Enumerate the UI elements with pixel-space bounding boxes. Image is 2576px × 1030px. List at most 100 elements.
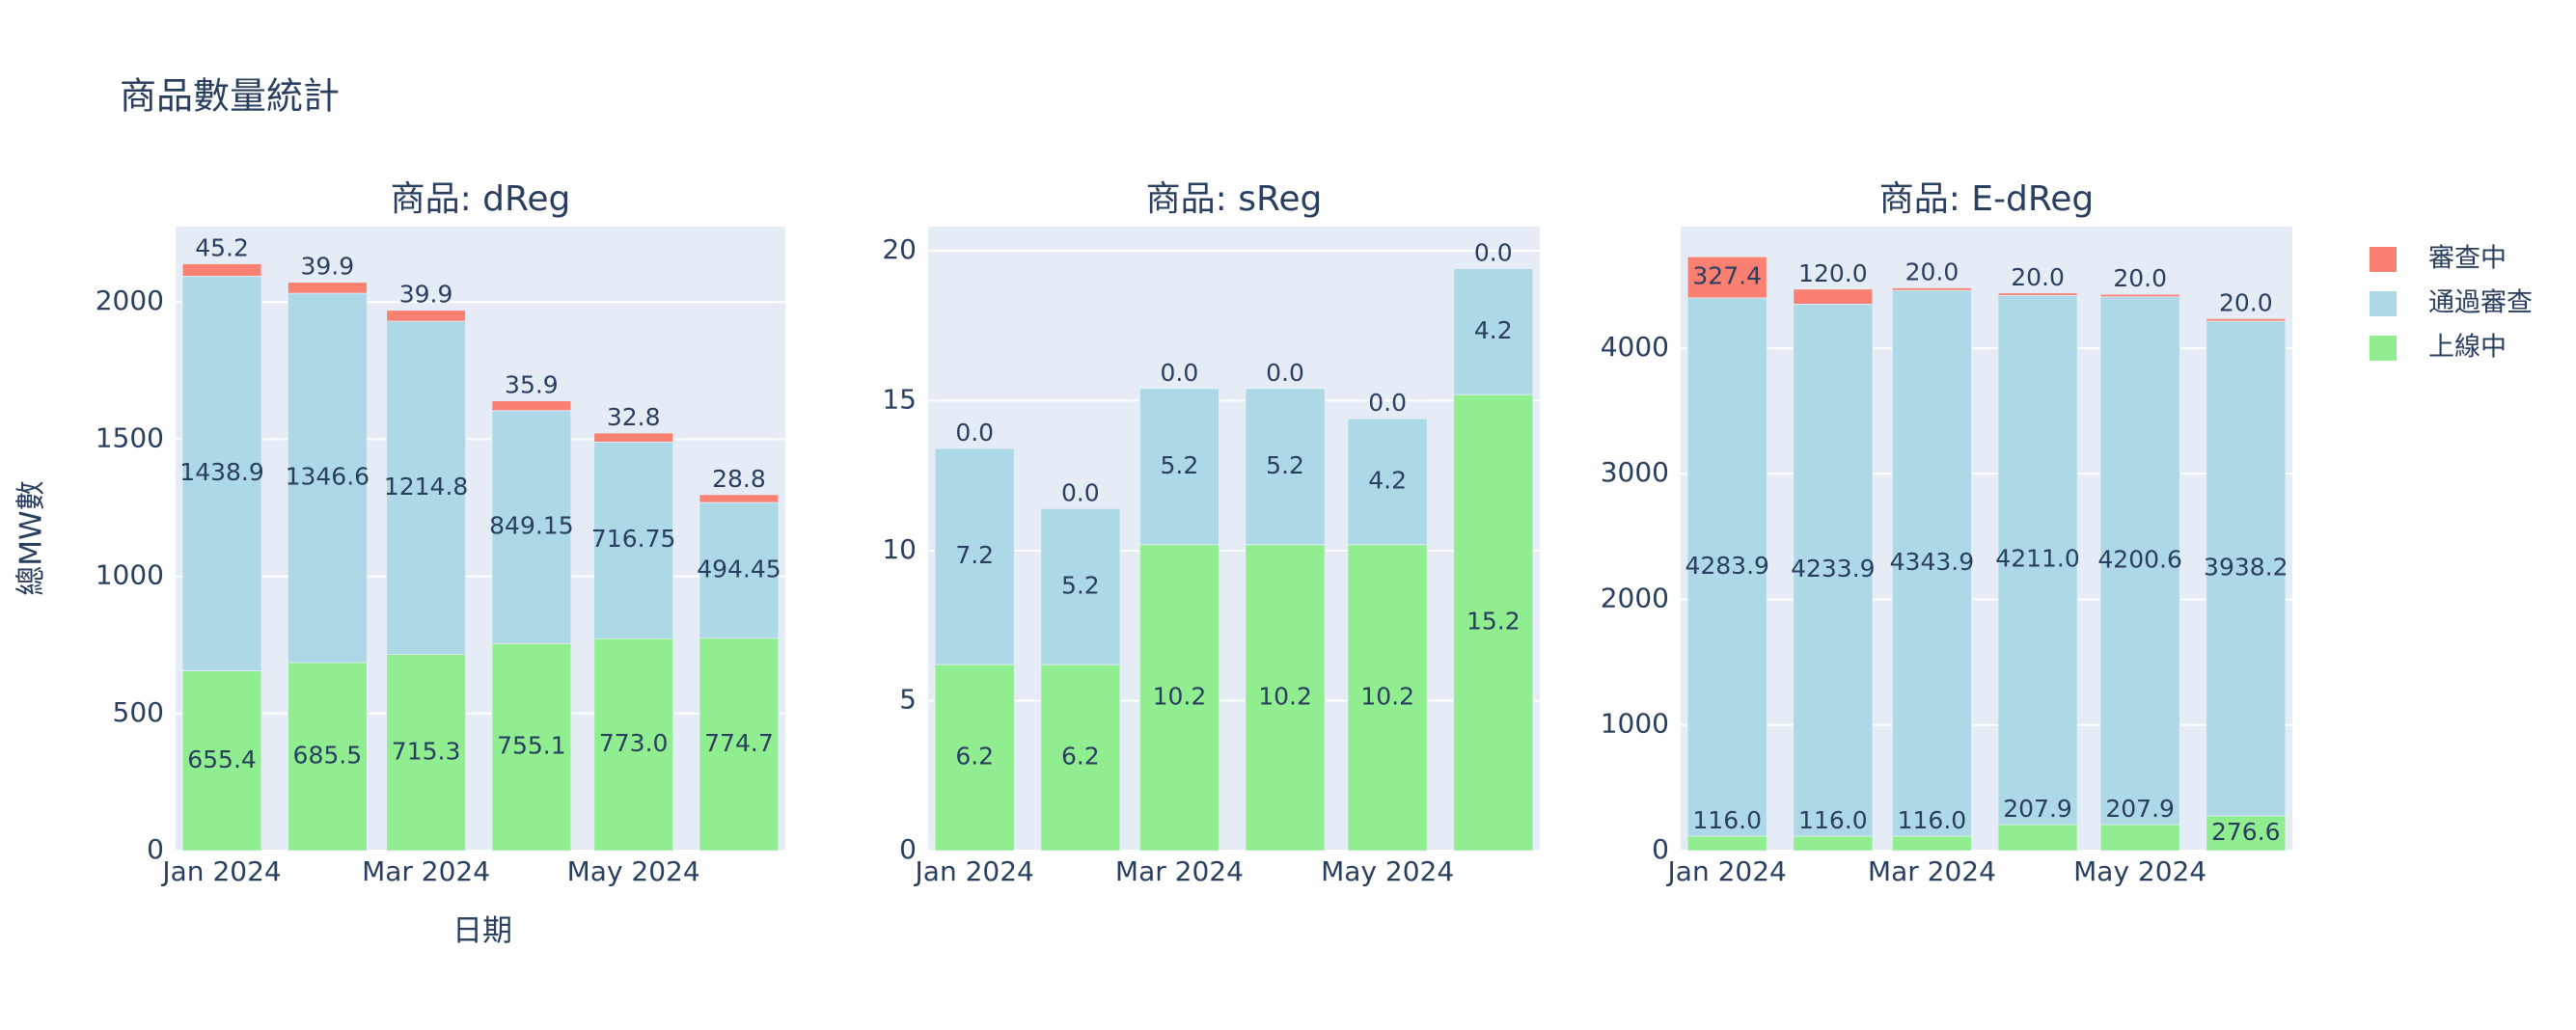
value-label: 39.9 — [399, 281, 453, 309]
x-tick-label: Jan 2024 — [1666, 855, 1787, 887]
bar-segment — [1997, 292, 2078, 296]
y-tick-label: 15 — [882, 383, 917, 415]
value-label: 774.7 — [704, 729, 774, 757]
y-tick-label: 1000 — [96, 559, 164, 591]
bar-segment — [699, 494, 780, 503]
y-tick-label: 2000 — [1601, 582, 1669, 613]
value-label: 4283.9 — [1685, 552, 1768, 580]
value-label: 120.0 — [1798, 259, 1868, 287]
value-label: 0.0 — [1474, 239, 1513, 267]
bar-segment — [934, 447, 1015, 665]
value-label: 4.2 — [1368, 466, 1407, 494]
bar-segment — [1997, 294, 2078, 826]
bar-segment — [2206, 317, 2287, 322]
value-label: 20.0 — [2113, 264, 2167, 292]
value-label: 116.0 — [1798, 806, 1868, 834]
bar-segment — [1793, 835, 1874, 852]
value-label: 4211.0 — [1995, 545, 2079, 573]
x-tick-label: Mar 2024 — [1868, 855, 1996, 887]
bar-segment — [2099, 296, 2180, 826]
y-tick-label: 1000 — [1601, 708, 1669, 740]
bar-segment — [1793, 288, 1874, 305]
y-tick-label: 500 — [113, 696, 164, 728]
value-label: 20.0 — [2219, 288, 2273, 316]
y-axis-title: 總MW數 — [14, 480, 49, 595]
value-label: 755.1 — [497, 732, 566, 760]
bar-segment — [2099, 824, 2180, 852]
bar-segment — [1891, 835, 1972, 852]
bar-segment — [2206, 815, 2287, 852]
bar-segment — [1686, 256, 1768, 299]
legend-swatch — [2370, 291, 2397, 316]
y-tick-label: 1500 — [96, 421, 164, 453]
value-label: 10.2 — [1258, 682, 1312, 710]
y-tick-label: 0 — [147, 833, 164, 865]
value-label: 0.0 — [1061, 478, 1100, 506]
value-label: 849.15 — [489, 512, 573, 540]
legend-swatch — [2370, 247, 2397, 272]
x-tick-label: May 2024 — [2073, 855, 2206, 887]
y-tick-label: 10 — [882, 533, 917, 565]
value-label: 715.3 — [392, 737, 461, 765]
value-label: 5.2 — [1061, 571, 1100, 599]
value-label: 15.2 — [1466, 608, 1521, 636]
bar-segment — [288, 282, 368, 294]
value-label: 5.2 — [1266, 451, 1304, 479]
x-axis-title: 日期 — [452, 914, 512, 949]
value-label: 5.2 — [1161, 451, 1199, 479]
legend-label: 審查中 — [2428, 244, 2507, 274]
bar-segment — [2206, 320, 2287, 817]
legend-swatch — [2370, 336, 2397, 361]
bar-segment — [1040, 507, 1121, 665]
bar-segment — [1997, 824, 2078, 852]
x-tick-label: Jan 2024 — [914, 855, 1034, 887]
y-tick-label: 0 — [899, 833, 917, 865]
value-label: 6.2 — [1061, 743, 1100, 771]
plot-background — [928, 227, 1540, 851]
bar-segment — [386, 320, 466, 655]
y-tick-label: 3000 — [1601, 456, 1669, 488]
bar-segment — [1347, 544, 1428, 852]
bar-segment — [1245, 388, 1326, 546]
value-label: 28.8 — [712, 465, 766, 493]
value-label: 1346.6 — [286, 463, 370, 491]
value-label: 207.9 — [2003, 795, 2072, 823]
bar-segment — [1138, 388, 1219, 546]
value-label: 45.2 — [195, 234, 249, 262]
value-label: 3938.2 — [2204, 553, 2288, 581]
value-label: 1214.8 — [384, 473, 468, 501]
bar-segment — [593, 432, 673, 443]
value-label: 0.0 — [1161, 359, 1199, 387]
value-label: 716.75 — [591, 525, 675, 553]
value-label: 35.9 — [505, 371, 559, 399]
bar-segment — [288, 662, 368, 852]
value-label: 4343.9 — [1890, 548, 1974, 576]
value-label: 1438.9 — [179, 458, 263, 486]
subplot-title: 商品: sReg — [1146, 179, 1323, 219]
bar-segment — [491, 400, 572, 412]
bar-segment — [181, 275, 262, 672]
x-tick-label: May 2024 — [567, 855, 700, 887]
y-tick-label: 0 — [1652, 833, 1669, 865]
value-label: 0.0 — [955, 419, 994, 447]
bar-segment — [1891, 289, 1972, 837]
bar-segment — [1453, 393, 1534, 852]
subplot-title: 商品: dReg — [391, 179, 571, 219]
value-label: 6.2 — [955, 743, 994, 771]
y-tick-label: 5 — [899, 683, 917, 715]
bar-segment — [1453, 268, 1534, 395]
value-label: 773.0 — [599, 729, 669, 757]
x-tick-label: Jan 2024 — [160, 855, 281, 887]
value-label: 116.0 — [1692, 806, 1762, 834]
value-label: 4.2 — [1474, 316, 1513, 344]
value-label: 4233.9 — [1791, 555, 1875, 583]
value-label: 276.6 — [2211, 818, 2281, 846]
value-label: 39.9 — [301, 253, 355, 281]
bar-segment — [2099, 293, 2180, 298]
x-tick-label: Mar 2024 — [362, 855, 490, 887]
x-tick-label: Mar 2024 — [1115, 855, 1244, 887]
bar-segment — [181, 263, 262, 277]
value-label: 655.4 — [187, 745, 257, 773]
